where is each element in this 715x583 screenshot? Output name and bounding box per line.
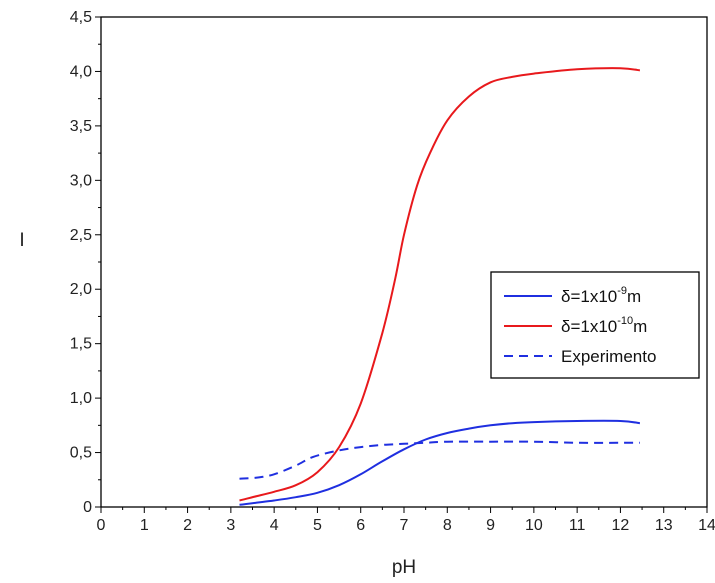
x-tick-label: 8	[443, 517, 452, 534]
y-tick-label: 3,0	[70, 172, 92, 189]
x-axis-ticks: 0 1 2 3 4 5 6 7 8 9 10 11 12 13 14	[97, 507, 715, 534]
y-tick-label: 0,5	[70, 445, 92, 462]
x-tick-label: 13	[655, 517, 673, 534]
y-tick-label: 1,5	[70, 336, 92, 353]
legend-label: δ=1x10-9m	[561, 285, 641, 306]
x-tick-label: 11	[569, 517, 586, 534]
x-tick-label: 1	[140, 517, 149, 534]
legend-label-text: Experimento	[561, 347, 656, 366]
x-tick-label: 3	[226, 517, 235, 534]
legend-label: δ=1x10-10m	[561, 315, 647, 336]
plot-frame	[100, 16, 708, 508]
x-tick-label: 14	[698, 517, 715, 534]
x-axis-label: pH	[392, 557, 416, 578]
y-tick-label: 3,5	[70, 118, 92, 135]
y-tick-label: 2,0	[70, 281, 92, 298]
y-axis-ticks: 0 0,5 1,0 1,5 2,0 2,5 3,0 3,5 4,0 4,5	[70, 9, 101, 516]
plot-area	[100, 16, 708, 508]
x-tick-label: 7	[400, 517, 409, 534]
x-tick-label: 0	[97, 517, 106, 534]
legend-label-superscript: -9	[617, 285, 627, 297]
x-tick-label: 2	[183, 517, 192, 534]
y-tick-label: 4,0	[70, 63, 92, 80]
data-curves	[239, 67, 641, 506]
legend-label-text: δ=1x10	[561, 317, 617, 336]
x-tick-label: 5	[313, 517, 322, 534]
legend-label: Experimento	[561, 347, 656, 366]
series-line-delta-1e-10	[239, 67, 641, 502]
y-tick-label: 2,5	[70, 227, 92, 244]
x-tick-label: 4	[270, 517, 279, 534]
y-tick-label: 1,0	[70, 390, 92, 407]
y-axis-label: I	[19, 230, 24, 251]
x-tick-label: 12	[612, 517, 630, 534]
legend-label-text: δ=1x10	[561, 287, 617, 306]
series-line-experimento	[239, 440, 640, 480]
legend-label-unit: m	[633, 317, 647, 336]
x-tick-label: 6	[356, 517, 365, 534]
y-tick-label: 4,5	[70, 9, 92, 26]
x-tick-label: 10	[525, 517, 543, 534]
legend-label-unit: m	[627, 287, 641, 306]
legend-label-superscript: -10	[617, 315, 633, 327]
y-tick-label: 0	[83, 499, 92, 516]
x-tick-label: 9	[486, 517, 495, 534]
